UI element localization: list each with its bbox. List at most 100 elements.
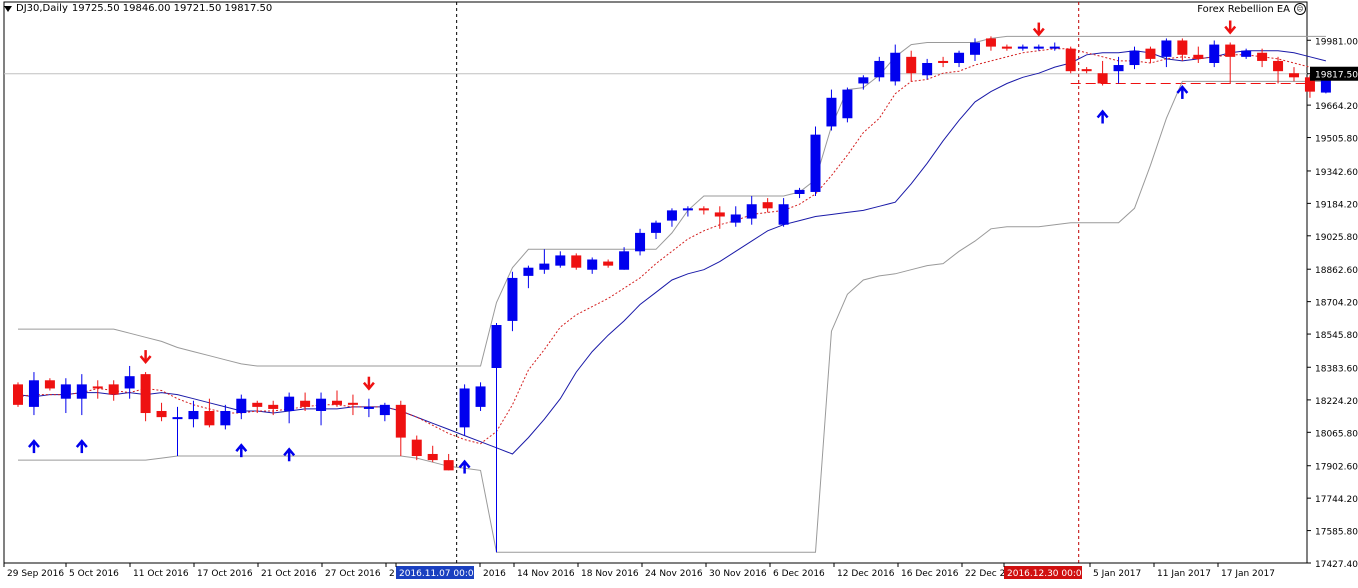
bear-candle [268, 404, 279, 409]
bear-candle [13, 384, 23, 405]
bear-candle [92, 386, 103, 389]
symbol-label: DJ30,Daily [16, 3, 68, 14]
bear-candle [571, 255, 582, 268]
bull-candle [316, 398, 327, 411]
bear-candle [1273, 60, 1284, 72]
bear-candle [1225, 44, 1236, 57]
bull-candle [1017, 46, 1028, 49]
bear-candle [1193, 54, 1204, 59]
bull-candle [1241, 50, 1252, 57]
bull-candle [858, 77, 869, 84]
current-price-box [1310, 66, 1358, 81]
x-tick-label: 11 Oct 2016 [133, 569, 189, 579]
bull-candle [651, 222, 661, 233]
x-tick-label: 2016 [483, 569, 506, 579]
bull-candle [1113, 65, 1124, 72]
bear-candle [1145, 48, 1156, 59]
bull-candle [730, 214, 741, 223]
y-tick-label: 19664.20 [1315, 102, 1358, 112]
bear-candle [985, 38, 996, 47]
arrow-head [1032, 27, 1045, 37]
x-tick-label: 14 Nov 2016 [517, 569, 575, 579]
bull-candle [1209, 44, 1220, 63]
x-highlight-label: 2016.11.07 00:00 [399, 569, 480, 579]
bull-candle [555, 255, 566, 266]
sell-arrow-icon [362, 376, 375, 391]
y-tick-label: 19342.60 [1315, 168, 1358, 178]
x-tick-label: 30 Nov 2016 [709, 569, 767, 579]
arrow-head [283, 447, 296, 457]
x-tick-label: 29 Sep 2016 [7, 569, 64, 579]
y-tick-label: 18065.80 [1315, 429, 1358, 439]
bear-candle [1257, 52, 1268, 61]
buy-arrow-icon [27, 439, 40, 454]
x-tick-label: 2 [389, 569, 395, 579]
bear-candle [347, 402, 358, 405]
expert-name: Forex Rebellion EA [1197, 3, 1290, 15]
bear-candle [156, 410, 167, 418]
lower-band-line [18, 80, 1326, 553]
x-tick-label: 18 Nov 2016 [581, 569, 639, 579]
bull-candle [890, 52, 901, 82]
bull-candle [539, 263, 550, 270]
bear-candle [332, 400, 342, 405]
bull-candle [1129, 50, 1140, 66]
bull-candle [188, 410, 199, 420]
bull-candle [587, 259, 598, 270]
bull-candle [922, 62, 933, 76]
bear-candle [714, 212, 725, 217]
bear-candle [411, 439, 422, 457]
bull-candle [76, 384, 87, 399]
sell-arrow-icon [1224, 20, 1237, 35]
x-highlight-box [1004, 566, 1082, 579]
bear-candle [108, 384, 119, 395]
bull-candle [1033, 46, 1044, 49]
chart-header: DJ30,Daily 19725.50 19846.00 19721.50 19… [4, 3, 272, 14]
upper-band-line [18, 35, 1326, 367]
fast-ma-line [17, 48, 1327, 445]
buy-arrow-icon [458, 459, 471, 474]
y-tick-label: 18704.20 [1315, 299, 1358, 309]
menu-triangle-icon[interactable] [4, 5, 12, 12]
bull-candle [1320, 73, 1331, 93]
x-tick-label: 6 Dec 2016 [773, 569, 825, 579]
bull-candle [1161, 40, 1172, 57]
bull-candle [220, 410, 231, 426]
bull-candle [826, 97, 837, 127]
bear-candle [1081, 69, 1092, 72]
expert-smiley-icon[interactable]: ☹ [1294, 3, 1306, 15]
bear-candle [252, 402, 263, 407]
buy-arrow-icon [1096, 109, 1109, 124]
bull-candle [746, 204, 757, 219]
x-tick-label: 24 Nov 2016 [645, 569, 703, 579]
bear-candle [698, 208, 709, 211]
bull-candle [970, 42, 980, 55]
bull-candle [666, 210, 677, 221]
bear-candle [603, 261, 614, 266]
bull-candle [810, 134, 821, 192]
bull-candle [1049, 46, 1060, 49]
arrow-head [27, 439, 40, 448]
sell-arrow-icon [1032, 22, 1045, 37]
y-tick-label: 19025.80 [1315, 233, 1358, 243]
bull-candle [60, 384, 71, 399]
bull-candle [124, 376, 135, 389]
bull-candle [459, 388, 470, 428]
bull-candle [379, 404, 390, 416]
bull-candle [954, 52, 965, 63]
buy-arrow-icon [283, 447, 296, 462]
bear-candle [443, 460, 454, 471]
bear-candle [1304, 77, 1315, 92]
x-tick-label: 17 Oct 2016 [197, 569, 253, 579]
bull-candle [507, 277, 518, 321]
y-tick-label: 18545.80 [1315, 331, 1358, 341]
bear-candle [1065, 48, 1076, 72]
bull-candle [619, 251, 630, 270]
y-tick-label: 17902.60 [1315, 463, 1358, 473]
buy-arrow-icon [235, 443, 248, 458]
bull-candle [28, 380, 39, 407]
x-highlight-label: 2016.12.30 00:00 [1007, 569, 1088, 579]
bull-candle [363, 406, 374, 409]
